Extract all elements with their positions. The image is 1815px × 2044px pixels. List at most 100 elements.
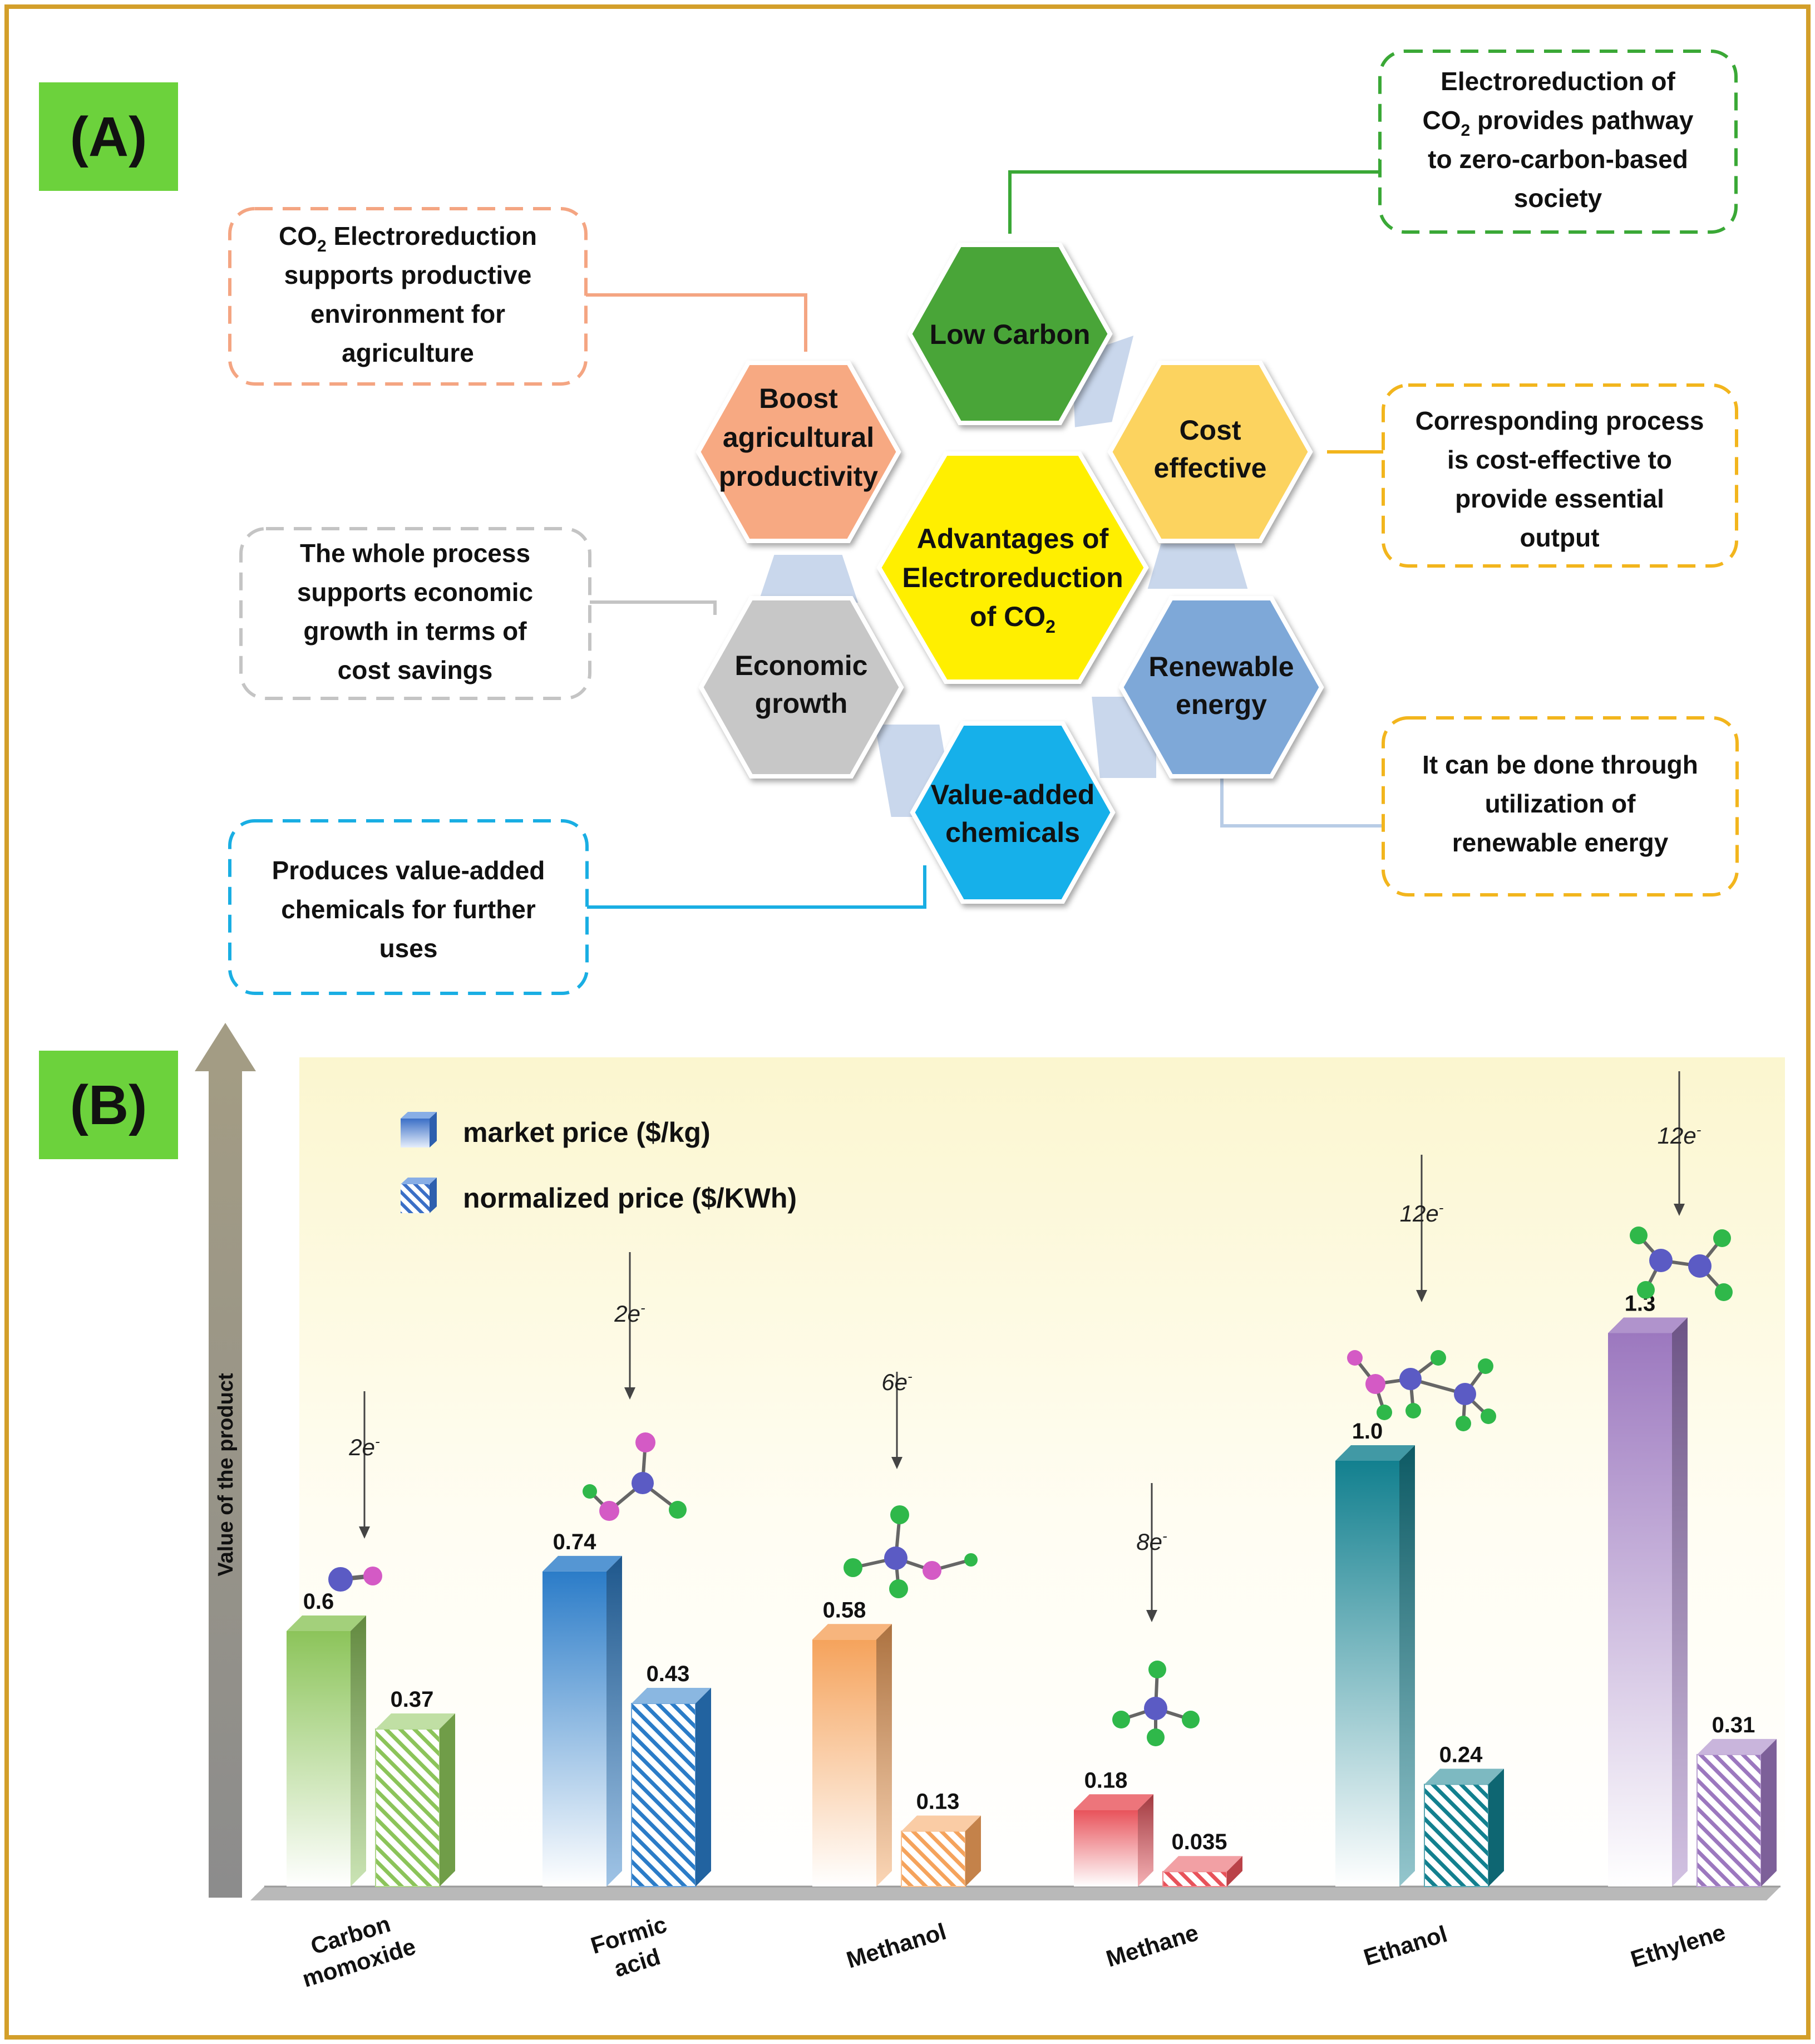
bar-normalized-1 — [631, 1703, 696, 1888]
hex-agricultural — [696, 361, 901, 543]
callout-economic-box — [239, 527, 591, 700]
bar-market-2 — [812, 1639, 876, 1887]
connector-renewable — [1220, 776, 1383, 828]
panel-b-label: (B) — [70, 1074, 147, 1136]
hex-economic-line2: growth — [755, 688, 848, 719]
callout-cost-line3: provide essential — [1455, 484, 1664, 513]
callouts: CO2 Electroreduction supports productive… — [228, 50, 1739, 995]
bar-market-top-3 — [1074, 1794, 1153, 1810]
bar-market-label-1: 0.74 — [553, 1530, 597, 1554]
callout-agriculture-line3: environment for — [310, 299, 505, 328]
hex-agri-line3: productivity — [719, 461, 878, 492]
molecule-methane — [1112, 1661, 1200, 1746]
bar-market-side-4 — [1399, 1445, 1415, 1887]
bridge-agri-econ — [755, 553, 861, 605]
atom-o — [599, 1501, 619, 1521]
legend-solid-swatch-side — [430, 1112, 437, 1147]
bar-market-label-0: 0.6 — [303, 1589, 334, 1614]
atom-h — [583, 1484, 597, 1499]
hex-value-added-line2: chemicals — [945, 817, 1080, 848]
bar-normalized-top-1 — [632, 1688, 711, 1704]
bar-normalized-label-3: 0.035 — [1171, 1830, 1227, 1854]
callout-value-added-line2: chemicals for further — [281, 895, 536, 924]
callout-value-added-box — [228, 819, 589, 995]
callout-agriculture-box — [228, 207, 588, 386]
callout-cost-line2: is cost-effective to — [1447, 445, 1672, 474]
atom-h — [1431, 1350, 1446, 1366]
electron-label-0: 2e- — [348, 1433, 380, 1460]
callout-economic-line2: supports economic — [297, 578, 533, 607]
hex-cost-line1: Cost — [1179, 415, 1241, 446]
atom-c — [1454, 1383, 1476, 1405]
bar-normalized-top-2 — [901, 1815, 981, 1831]
molecule-formic-acid — [583, 1432, 687, 1521]
atom-h — [1377, 1405, 1392, 1420]
atom-h — [1347, 1350, 1363, 1366]
atom-h — [890, 1505, 909, 1524]
hex-center-line1: Advantages of — [917, 523, 1109, 554]
atom-h — [1147, 1728, 1165, 1746]
atom-o — [923, 1561, 941, 1580]
bar-normalized-5 — [1696, 1754, 1762, 1888]
callout-agriculture-line4: agriculture — [342, 338, 474, 367]
callout-economic-line4: cost savings — [338, 656, 493, 684]
bar-normalized-4 — [1424, 1784, 1489, 1887]
callout-value-added-line1: Produces value-added — [272, 856, 545, 885]
atom-c — [632, 1472, 654, 1494]
hex-agri-line2: agricultural — [723, 422, 874, 453]
bar-normalized-2 — [901, 1830, 966, 1888]
hex-low-carbon-text: Low Carbon — [930, 319, 1091, 350]
atom-o — [1365, 1374, 1385, 1394]
electron-arrowhead-0 — [359, 1526, 370, 1539]
legend-hatch-label: normalized price ($/KWh) — [463, 1183, 797, 1214]
bar-normalized-0 — [375, 1728, 440, 1887]
bar-normalized-side-5 — [1761, 1738, 1777, 1887]
hex-agri-line1: Boost — [759, 383, 838, 414]
atom-c — [1144, 1697, 1167, 1720]
hex-value-added — [910, 721, 1116, 904]
electron-label-2: 6e- — [881, 1368, 913, 1395]
y-axis-shaft — [209, 1068, 242, 1898]
hex-renewable-line2: energy — [1176, 689, 1267, 720]
hexagons: Low Carbon Cost effective Renewable ener… — [696, 243, 1324, 904]
legend: market price ($/kg) normalized price ($/… — [401, 1112, 797, 1214]
bridge-cost-renew — [1145, 541, 1251, 591]
bar-market-top-4 — [1335, 1445, 1415, 1461]
bar-normalized-label-5: 0.31 — [1712, 1713, 1755, 1737]
bar-market-side-2 — [876, 1624, 892, 1887]
hex-center — [876, 451, 1149, 684]
atom-h — [844, 1558, 862, 1577]
bar-normalized-top-5 — [1697, 1738, 1777, 1755]
bar-normalized-side-0 — [440, 1713, 455, 1887]
atom-h — [1713, 1229, 1731, 1247]
electron-arrowhead-2 — [891, 1457, 902, 1469]
bar-market-side-5 — [1672, 1317, 1688, 1887]
molecules — [328, 1227, 1733, 1746]
hex-renewable-energy — [1118, 596, 1324, 779]
callout-cost-box — [1382, 383, 1738, 568]
electron-arrowhead-1 — [624, 1387, 635, 1400]
bar-market-4 — [1335, 1461, 1399, 1887]
connector-value-added — [587, 865, 926, 909]
panel-a-label-box — [39, 82, 178, 191]
callout-cost-line4: output — [1520, 523, 1599, 552]
callout-low-carbon-line1: Electroreduction of — [1441, 67, 1675, 96]
callout-value-added-line3: uses — [379, 934, 438, 963]
molecule-carbon-monoxide — [328, 1567, 382, 1592]
callout-renewable-line1: It can be done through — [1422, 750, 1698, 779]
callout-low-carbon-box — [1378, 50, 1738, 234]
bar-normalized-side-2 — [965, 1815, 981, 1887]
bar-market-label-2: 0.58 — [823, 1598, 866, 1622]
atom-c — [1399, 1368, 1422, 1390]
callout-cost-line1: Corresponding process — [1415, 406, 1704, 435]
callout-renewable-box — [1382, 716, 1739, 897]
atom-h — [1148, 1661, 1166, 1678]
legend-solid-swatch-top — [401, 1112, 437, 1119]
bar-normalized-top-4 — [1424, 1769, 1504, 1785]
atom-c — [1688, 1254, 1712, 1278]
bar-normalized-side-3 — [1227, 1856, 1242, 1887]
atom-h — [1456, 1416, 1471, 1431]
bar-market-top-5 — [1608, 1317, 1688, 1333]
legend-hatch-swatch — [401, 1184, 430, 1213]
